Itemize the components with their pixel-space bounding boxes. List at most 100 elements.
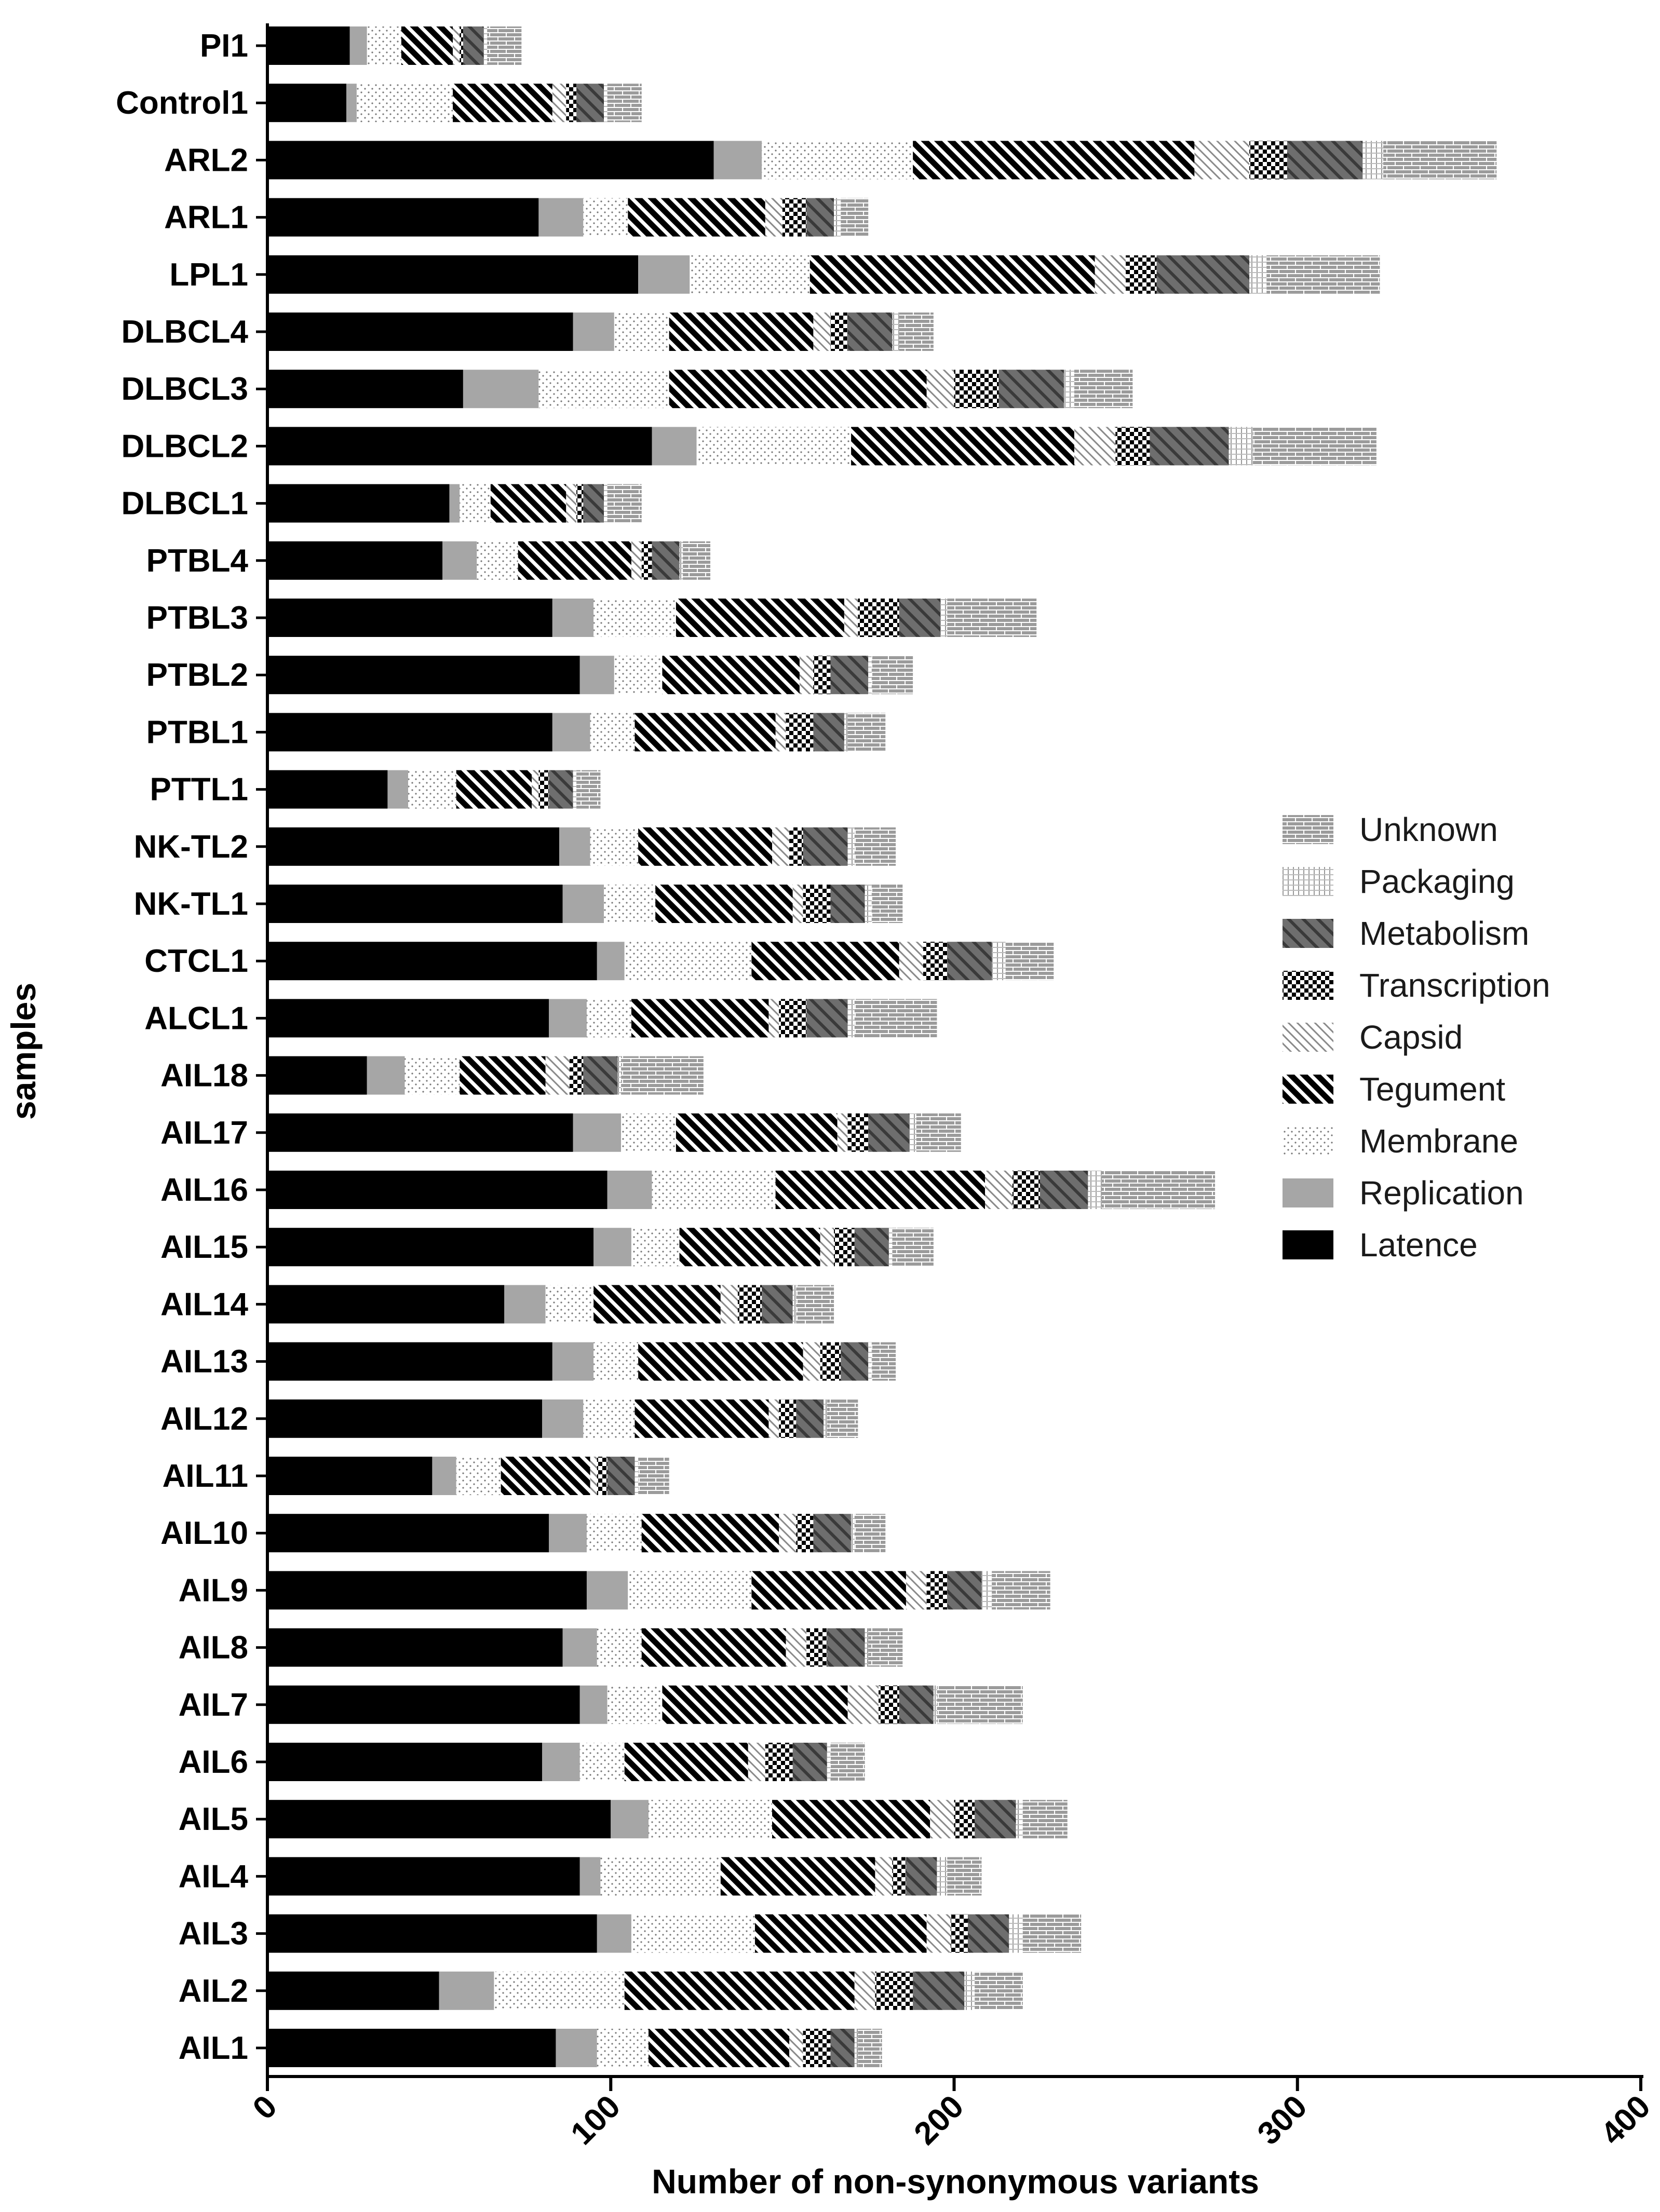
bar-segment-ail7-membrane (607, 1685, 663, 1724)
bar-segment-ail11-transcription (597, 1457, 608, 1495)
bar-segment-ptbl2-replication (579, 656, 614, 695)
x-tick-label-0: 0 (246, 2088, 284, 2126)
bar-segment-dlbcl1-unknown (607, 484, 642, 523)
legend-label-tegument: Tegument (1359, 1070, 1505, 1108)
bar-segment-ail7-packaging (933, 1685, 937, 1724)
bar-segment-ail11-tegument (501, 1457, 590, 1495)
bar-segment-ctcl1-metabolism (947, 942, 992, 981)
bar-segment-ptbl3-unknown (947, 599, 1037, 637)
category-label-lpl1: LPL1 (169, 257, 248, 293)
bar-segment-nk-tl2-unknown (854, 827, 896, 866)
category-label-ail13: AIL13 (160, 1344, 248, 1380)
bar-segment-pi1-tegument (401, 26, 453, 65)
x-axis-ticks: 0 100 200 300 400 (246, 2077, 1657, 2152)
x-tick-label-400: 400 (1594, 2088, 1657, 2152)
bar-row-ail9 (267, 1571, 1050, 1610)
bar-segment-dlbcl4-tegument (669, 313, 814, 351)
bar-segment-ail9-capsid (906, 1571, 927, 1610)
bar-segment-ail8-tegument (641, 1628, 786, 1667)
bar-segment-ptbl1-unknown (847, 713, 886, 752)
bar-segment-dlbcl4-capsid (813, 313, 831, 351)
category-label-ail14: AIL14 (160, 1286, 248, 1322)
bar-segment-alcl1-packaging (847, 999, 855, 1038)
bar-row-ail7 (267, 1685, 1023, 1724)
bar-segment-arl2-replication (713, 141, 762, 180)
bar-row-lpl1 (267, 255, 1380, 294)
bar-segment-pi1-membrane (367, 26, 401, 65)
bar-segment-ail5-metabolism (975, 1800, 1016, 1839)
bar-segment-ail4-transcription (892, 1857, 906, 1896)
bar-segment-dlbcl2-metabolism (1150, 427, 1229, 466)
bar-segment-pi1-replication (349, 26, 367, 65)
bar-segment-nk-tl1-replication (562, 885, 604, 923)
bar-row-control1 (267, 84, 642, 123)
bar-segment-ptbl2-metabolism (830, 656, 869, 695)
bar-segment-ail17-membrane (621, 1113, 676, 1152)
legend-item-metabolism: Metabolism (1283, 915, 1529, 952)
bar-segment-ail14-metabolism (762, 1285, 793, 1324)
bar-segment-ail17-tegument (676, 1113, 838, 1152)
bar-segment-lpl1-transcription (1126, 255, 1157, 294)
bar-segment-ail13-unknown (871, 1342, 896, 1381)
bar-segment-ail6-tegument (624, 1743, 748, 1781)
bar-segment-ail2-unknown (975, 1971, 1023, 2010)
bar-segment-ail3-membrane (631, 1914, 755, 1953)
bar-segment-ctcl1-capsid (899, 942, 923, 981)
bar-segment-pttl1-transcription (538, 770, 549, 809)
bar-segment-ctcl1-transcription (923, 942, 948, 981)
bar-segment-ail8-latence (267, 1628, 563, 1667)
bar-segment-nk-tl1-metabolism (830, 885, 865, 923)
legend-swatch-packaging (1283, 867, 1333, 896)
legend-label-membrane: Membrane (1359, 1122, 1518, 1160)
bar-segment-ail10-transcription (796, 1514, 814, 1553)
bar-row-arl2 (267, 141, 1497, 180)
bar-segment-dlbcl4-metabolism (847, 313, 893, 351)
bar-segment-ail4-packaging (937, 1857, 948, 1896)
bar-row-ail18 (267, 1056, 704, 1095)
bar-segment-ctcl1-packaging (992, 942, 1006, 981)
bar-segment-ptbl3-transcription (858, 599, 899, 637)
bar-segment-ail2-transcription (875, 1971, 913, 2010)
bar-segment-dlbcl1-transcription (576, 484, 584, 523)
category-label-ail8: AIL8 (179, 1630, 248, 1666)
bar-segment-pi1-metabolism (463, 26, 484, 65)
bar-segment-arl1-metabolism (806, 198, 834, 237)
bar-segment-ptbl4-capsid (631, 541, 642, 580)
bar-segment-dlbcl1-latence (267, 484, 450, 523)
bar-segment-ail16-replication (607, 1171, 652, 1209)
bar-segment-alcl1-metabolism (806, 999, 848, 1038)
bar-segment-ail12-latence (267, 1399, 542, 1438)
bar-row-dlbcl4 (267, 313, 934, 351)
bar-segment-dlbcl3-packaging (1064, 370, 1074, 409)
bar-segment-ail11-capsid (590, 1457, 597, 1495)
legend-item-packaging: Packaging (1283, 863, 1515, 900)
bar-segment-alcl1-unknown (854, 999, 937, 1038)
bar-segment-arl1-tegument (628, 198, 765, 237)
bar-segment-ptbl2-capsid (799, 656, 814, 695)
bar-segment-ail8-metabolism (827, 1628, 865, 1667)
bar-segment-arl1-capsid (765, 198, 782, 237)
bar-row-dlbcl3 (267, 370, 1133, 409)
bar-segment-ail17-capsid (837, 1113, 848, 1152)
bar-segment-ptbl4-unknown (683, 541, 711, 580)
legend-item-transcription: Transcription (1283, 967, 1550, 1004)
bar-segment-nk-tl2-capsid (772, 827, 790, 866)
bar-segment-pttl1-replication (387, 770, 409, 809)
bar-segment-ail6-metabolism (792, 1743, 827, 1781)
bar-segment-ail6-capsid (748, 1743, 765, 1781)
bar-segment-ail4-membrane (600, 1857, 721, 1896)
bar-segment-nk-tl2-packaging (847, 827, 855, 866)
bar-row-pi1 (267, 26, 522, 65)
bar-segment-ail5-replication (611, 1800, 649, 1839)
bar-segment-ail11-membrane (456, 1457, 501, 1495)
category-labels: PI1 Control1 ARL2 ARL1 LPL1 DLBCL4 DLBCL3 DLBCL… (116, 28, 267, 2066)
bar-segment-ail14-capsid (720, 1285, 738, 1324)
bar-segment-alcl1-capsid (768, 999, 779, 1038)
category-label-nk-tl1: NK-TL1 (134, 886, 248, 922)
bar-segment-ail13-membrane (593, 1342, 639, 1381)
bar-segment-ail1-replication (556, 2029, 597, 2067)
bar-segment-ptbl1-latence (267, 713, 552, 752)
bar-segment-ail9-membrane (628, 1571, 752, 1610)
bar-segment-ail17-replication (573, 1113, 622, 1152)
bar-segment-ail2-membrane (494, 1971, 625, 2010)
